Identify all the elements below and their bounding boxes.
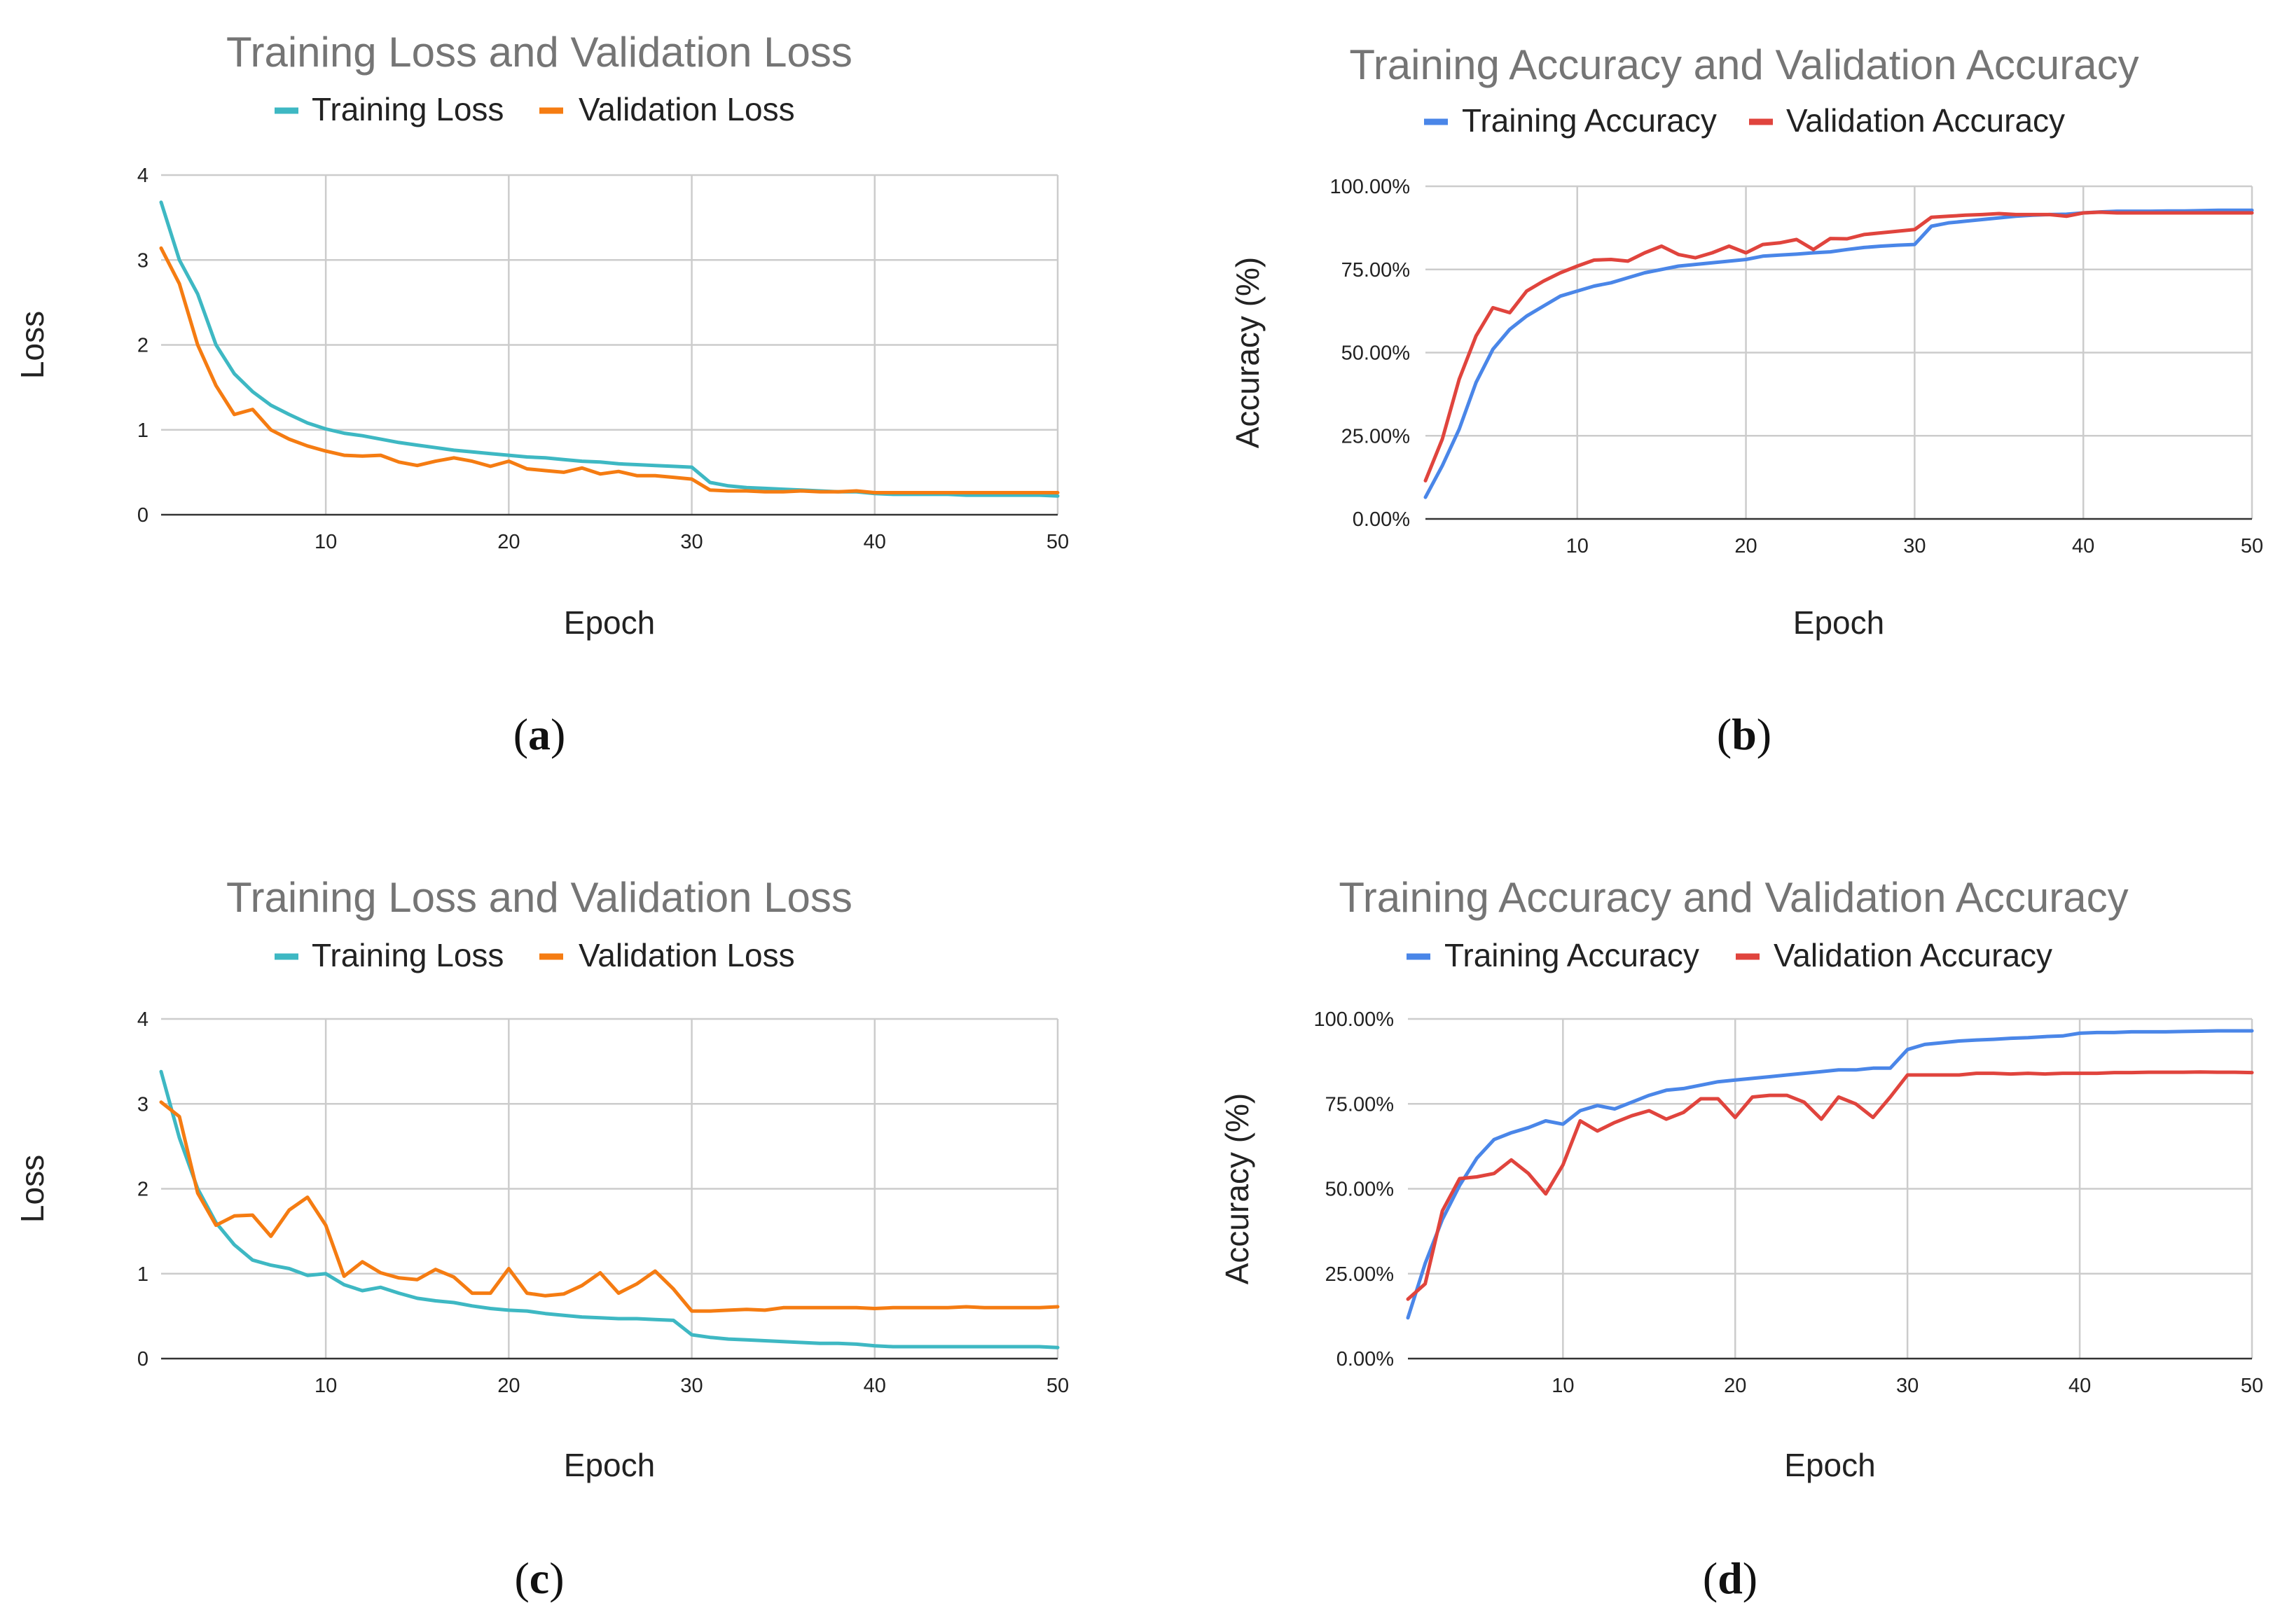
x-axis-title: Epoch [564, 1447, 655, 1483]
y-tick-label: 0 [137, 504, 148, 527]
panel-label: (d) [1703, 1553, 1757, 1603]
x-tick-label: 40 [864, 1375, 886, 1397]
x-tick-label: 10 [1552, 1375, 1574, 1397]
y-tick-label: 4 [137, 1008, 148, 1031]
x-tick-label: 20 [497, 531, 520, 553]
x-tick-label: 20 [1724, 1375, 1746, 1397]
chart-title: Training Loss and Validation Loss [226, 874, 852, 921]
x-tick-label: 40 [2068, 1375, 2091, 1397]
series-line-training-accuracy [1406, 1029, 2254, 1320]
chart-d: Training Accuracy and Validation Accurac… [1219, 874, 2263, 1603]
y-axis-title: Loss [14, 1155, 50, 1223]
y-tick-label: 0.00% [1353, 508, 1410, 531]
x-axis-title: Epoch [564, 604, 655, 641]
x-tick-label: 30 [1903, 535, 1926, 557]
y-tick-label: 75.00% [1325, 1093, 1394, 1116]
y-axis-title: Loss [14, 311, 50, 379]
x-tick-label: 40 [864, 531, 886, 553]
y-tick-label: 2 [137, 335, 148, 357]
x-tick-label: 50 [2241, 1375, 2263, 1397]
y-tick-label: 75.00% [1341, 259, 1410, 282]
y-tick-label: 0 [137, 1348, 148, 1370]
y-tick-label: 50.00% [1325, 1179, 1394, 1201]
y-tick-label: 3 [137, 1093, 148, 1116]
y-tick-label: 100.00% [1314, 1008, 1395, 1031]
x-tick-label: 10 [315, 531, 337, 553]
series-line-training-accuracy [1423, 208, 2254, 499]
x-tick-label: 40 [2072, 535, 2094, 557]
x-tick-label: 20 [1734, 535, 1757, 557]
series-line-training-loss [159, 200, 1060, 498]
y-axis-title: Accuracy (%) [1229, 257, 1266, 448]
x-tick-label: 50 [1046, 531, 1069, 553]
series-line-validation-accuracy [1406, 1070, 2254, 1301]
chart-title: Training Accuracy and Validation Accurac… [1349, 41, 2139, 88]
y-tick-label: 0.00% [1336, 1348, 1394, 1370]
y-tick-label: 25.00% [1341, 425, 1410, 447]
y-tick-label: 1 [137, 1263, 148, 1286]
y-tick-label: 25.00% [1325, 1263, 1394, 1286]
y-tick-label: 1 [137, 419, 148, 442]
x-tick-label: 30 [680, 1375, 703, 1397]
legend-entry: Training Loss [312, 91, 504, 127]
chart-c: Training Loss and Validation Loss Trainin… [14, 874, 1069, 1603]
series-line-validation-loss [159, 246, 1060, 494]
y-tick-label: 3 [137, 249, 148, 272]
series-line-validation-loss [159, 1100, 1060, 1313]
x-tick-label: 10 [1566, 535, 1589, 557]
y-tick-label: 4 [137, 165, 148, 187]
x-axis-title: Epoch [1793, 604, 1884, 641]
legend-entry: Training Accuracy [1444, 937, 1699, 973]
panel-label: (c) [514, 1553, 564, 1603]
legend-entry: Training Loss [312, 937, 504, 973]
y-tick-label: 100.00% [1330, 176, 1411, 198]
y-tick-label: 50.00% [1341, 342, 1410, 365]
legend-entry: Training Accuracy [1462, 102, 1717, 139]
legend-entry: Validation Loss [579, 937, 795, 973]
legend-entry: Validation Loss [579, 91, 795, 127]
x-tick-label: 30 [1896, 1375, 1919, 1397]
y-axis-title: Accuracy (%) [1219, 1093, 1255, 1284]
chart-title: Training Accuracy and Validation Accurac… [1339, 874, 2128, 921]
y-tick-label: 2 [137, 1179, 148, 1201]
panel-label: (a) [513, 709, 566, 759]
series-line-validation-accuracy [1423, 210, 2254, 483]
chart-title: Training Loss and Validation Loss [226, 29, 852, 76]
x-tick-label: 30 [680, 531, 703, 553]
chart-a: Training Loss and Validation Loss Trainin… [14, 29, 1069, 759]
panel-label: (b) [1717, 709, 1771, 759]
series-line-training-loss [159, 1069, 1060, 1349]
x-tick-label: 50 [2241, 535, 2263, 557]
x-tick-label: 20 [497, 1375, 520, 1397]
x-tick-label: 50 [1046, 1375, 1069, 1397]
x-tick-label: 10 [315, 1375, 337, 1397]
x-axis-title: Epoch [1784, 1447, 1875, 1483]
chart-b: Training Accuracy and Validation Accurac… [1229, 41, 2263, 759]
legend-entry: Validation Accuracy [1774, 937, 2052, 973]
legend-entry: Validation Accuracy [1786, 102, 2065, 139]
